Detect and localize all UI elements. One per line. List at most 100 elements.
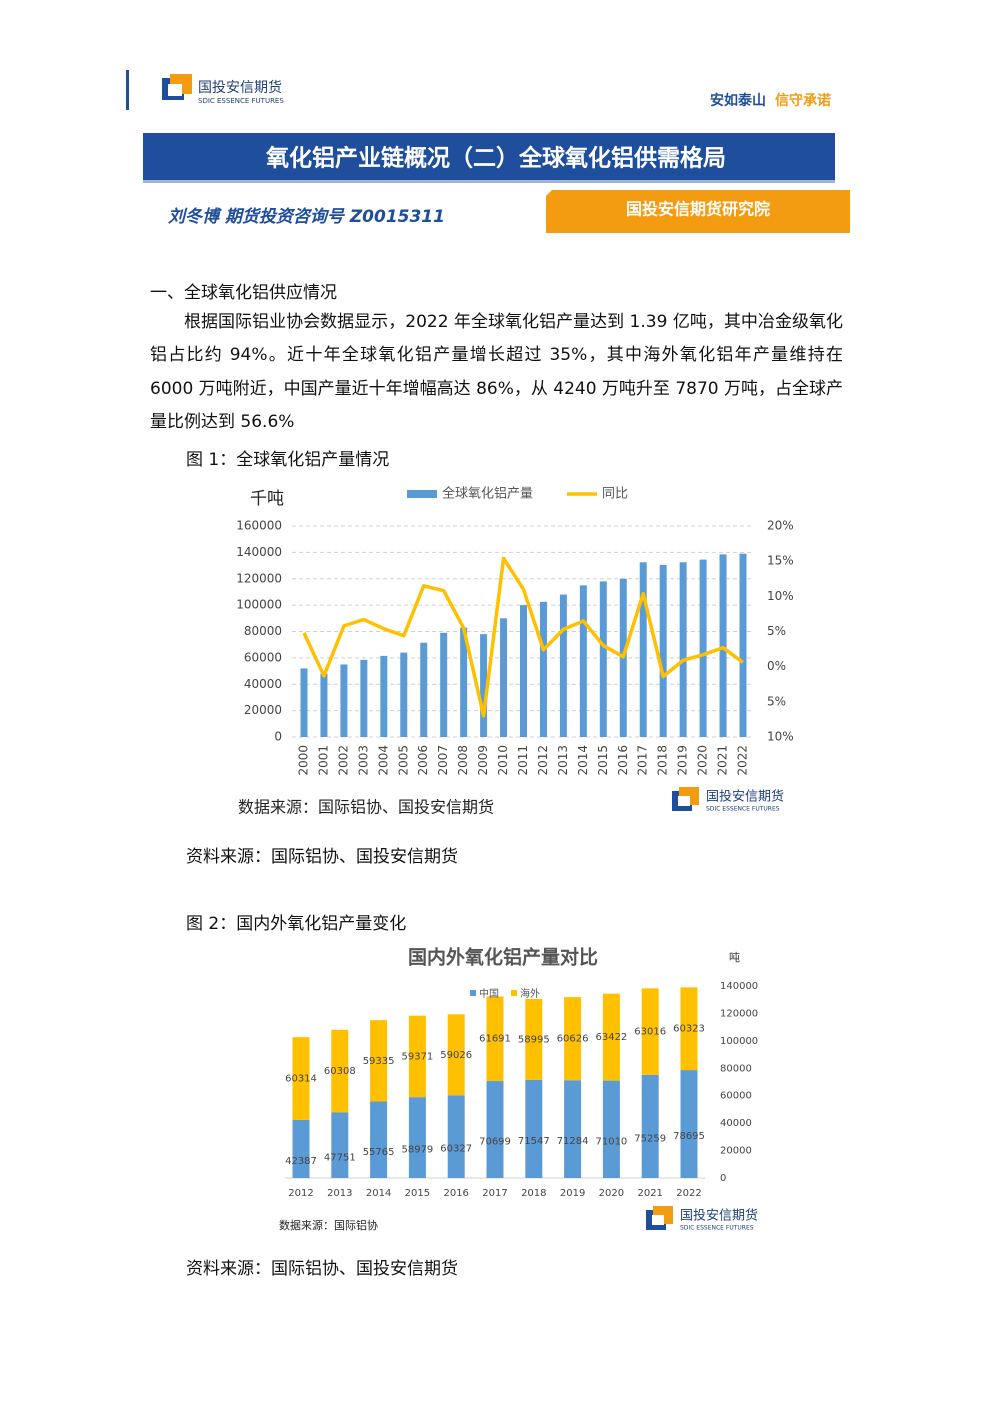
- bar-segment: [486, 996, 504, 1082]
- value-label: 59371: [401, 1051, 433, 1062]
- title-banner: [143, 133, 835, 182]
- x-tick-label: 2001: [316, 745, 330, 776]
- bar-segment: [331, 1029, 349, 1113]
- bar: [440, 632, 448, 737]
- x-tick-label: 2008: [456, 745, 470, 776]
- bar-segment: [602, 1080, 620, 1178]
- x-tick-label: 2016: [616, 745, 630, 776]
- x-tick-label: 2013: [556, 745, 570, 776]
- institute-box: [546, 190, 850, 233]
- x-tick-label: 2002: [336, 745, 350, 776]
- bar: [699, 559, 707, 737]
- y-tick-label: 140000: [236, 545, 282, 559]
- x-tick-label: 2012: [536, 745, 550, 776]
- y-tick-label: 160000: [236, 519, 282, 533]
- value-label: 75259: [634, 1133, 666, 1144]
- bar-segment: [408, 1015, 426, 1098]
- x-tick-label: 2014: [576, 745, 590, 776]
- y-tick-label: 60000: [720, 1091, 752, 1102]
- slogan: 安如泰山: [710, 92, 766, 109]
- x-tick-label: 2004: [376, 745, 390, 776]
- figure-source: 资料来源：国际铝协、国投安信期货: [186, 847, 458, 867]
- unit-label: 吨: [729, 951, 740, 964]
- y-tick-label: 100000: [236, 598, 282, 612]
- bar: [599, 581, 607, 737]
- bar-segment: [370, 1020, 388, 1102]
- logo-mark: [652, 1215, 664, 1225]
- x-tick-label: 2021: [637, 1188, 662, 1199]
- legend-label: 全球氧化铝产量: [442, 486, 533, 502]
- chart-2: 国内外氧化铝产量对比 吨 0 20000 40000 60000 80000 100000 12…: [279, 946, 758, 1233]
- value-label: 60314: [285, 1074, 317, 1085]
- value-label: 58979: [401, 1145, 433, 1156]
- value-label: 70699: [479, 1137, 511, 1148]
- x-tick-label: 2012: [288, 1188, 313, 1199]
- value-label: 63016: [634, 1027, 666, 1038]
- value-label: 55765: [363, 1147, 395, 1158]
- y-tick-label: 0: [274, 730, 282, 744]
- x-tick-label: 2003: [356, 745, 370, 776]
- header-bar: [126, 70, 129, 110]
- logo-mark: [168, 84, 182, 96]
- chart-source: 数据来源：国际铝协: [279, 1218, 378, 1232]
- bar-segment: [680, 987, 698, 1071]
- x-tick-label: 2015: [596, 745, 610, 776]
- y2-tick-label: 0%: [767, 659, 786, 673]
- x-tick-label: 2014: [366, 1188, 391, 1199]
- x-tick-label: 2000: [297, 745, 311, 776]
- x-tick-label: 2018: [656, 745, 670, 776]
- value-label: 71547: [518, 1136, 550, 1147]
- y2-tick-label: 20%: [767, 519, 794, 533]
- y-tick-label: 100000: [720, 1036, 758, 1047]
- chart-1: 千吨 0 20000 40000 60000 80000 100000 120000 14000…: [236, 486, 793, 817]
- bar-segment: [680, 1070, 698, 1178]
- legend-label: 海外: [520, 987, 540, 1000]
- bar-segment: [292, 1119, 310, 1178]
- bar-segment: [292, 1037, 310, 1120]
- x-tick-label: 2016: [443, 1188, 468, 1199]
- bar-segment: [602, 993, 620, 1081]
- y2-tick-label: 15%: [767, 554, 794, 568]
- author: 刘冬博 期货投资咨询号 Z0015311: [168, 207, 445, 227]
- y-axis-label: 千吨: [250, 489, 284, 509]
- bar: [579, 585, 587, 737]
- bar-segment: [525, 998, 543, 1080]
- section-heading: 一、全球氧化铝供应情况: [150, 283, 337, 303]
- legend-swatch: [470, 990, 476, 996]
- value-label: 60323: [673, 1024, 705, 1035]
- x-tick-label: 2018: [521, 1188, 546, 1199]
- value-label: 61691: [479, 1034, 511, 1045]
- bar: [480, 634, 488, 737]
- bar-segment: [447, 1095, 465, 1178]
- logo-text: SDIC ESSENCE FUTURES: [706, 806, 780, 813]
- bar: [340, 664, 348, 737]
- bar-segment: [525, 1079, 543, 1178]
- y-tick-label: 120000: [720, 1008, 758, 1019]
- figure-caption: 图 2：国内外氧化铝产量变化: [186, 914, 407, 934]
- bar: [719, 554, 727, 737]
- value-label: 63422: [595, 1032, 627, 1043]
- title-banner-edge: [143, 180, 835, 183]
- y2-tick-label: 10%: [767, 730, 794, 744]
- y-tick-label: 40000: [720, 1118, 752, 1129]
- y-tick-label: 40000: [244, 677, 282, 691]
- value-label: 59026: [440, 1050, 472, 1061]
- x-tick-label: 2020: [696, 745, 710, 776]
- y2-tick-label: 5%: [767, 624, 786, 638]
- bar-segment: [370, 1101, 388, 1178]
- chart-title: 国内外氧化铝产量对比: [408, 946, 598, 969]
- bar-segment: [641, 1074, 659, 1178]
- y-tick-label: 60000: [244, 650, 282, 664]
- logo-text: SDIC ESSENCE FUTURES: [680, 1225, 754, 1232]
- logo-mark: [678, 796, 690, 806]
- bar: [420, 642, 428, 737]
- value-label: 71284: [557, 1136, 589, 1147]
- chart-source: 数据来源：国际铝协、国投安信期货: [238, 798, 494, 817]
- legend-swatch: [511, 990, 517, 996]
- x-tick-label: 2022: [736, 745, 750, 776]
- bar-segment: [564, 1080, 582, 1178]
- x-tick-label: 2017: [482, 1188, 507, 1199]
- bar-segment: [564, 997, 582, 1081]
